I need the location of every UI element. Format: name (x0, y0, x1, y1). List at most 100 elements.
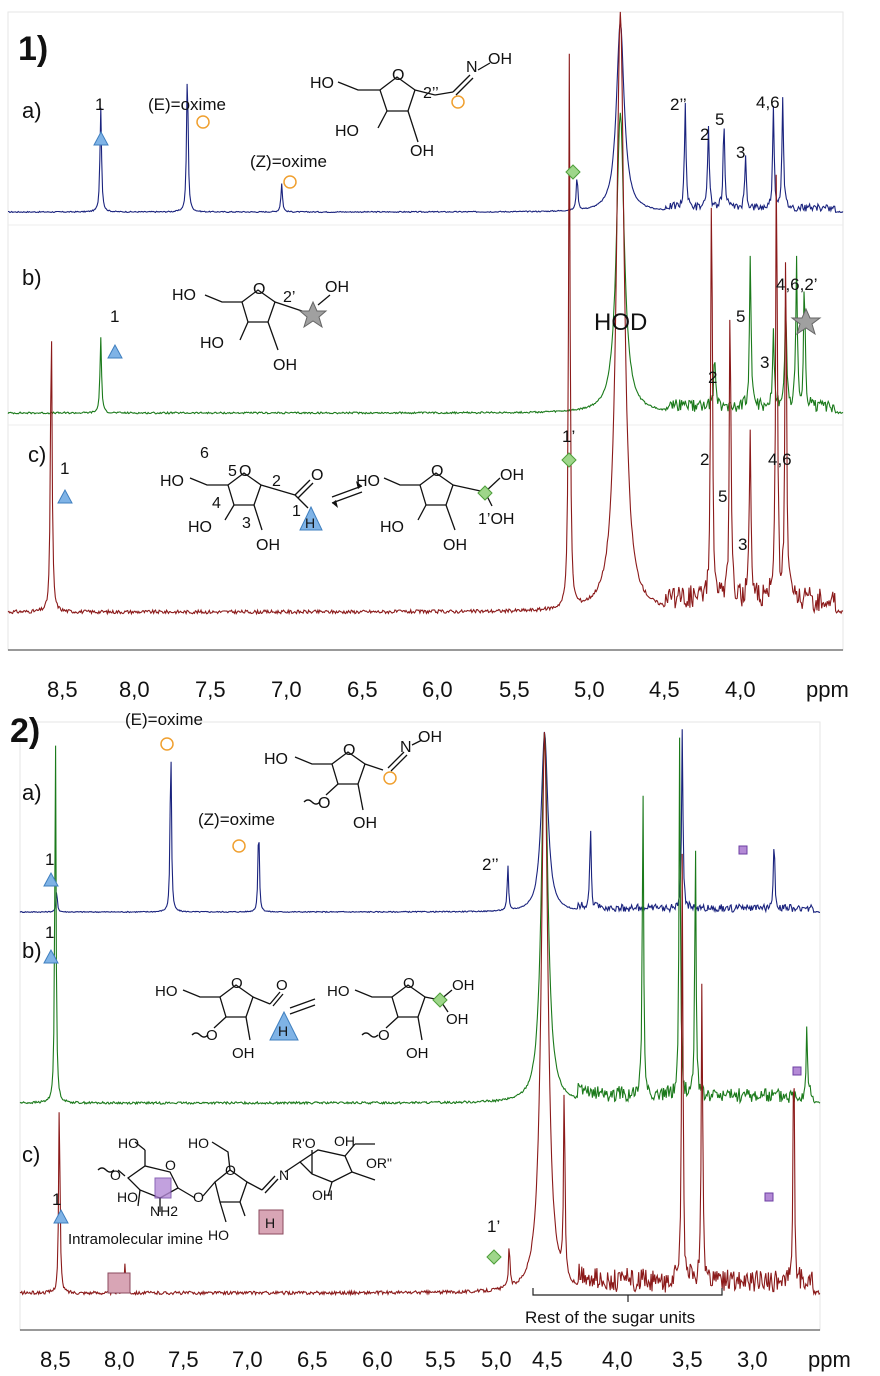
p1a-h5-label: 5 (715, 110, 724, 129)
axis-tick-label: 8,0 (104, 1347, 135, 1372)
spectrum-trace-1-a (8, 21, 844, 214)
p1c-h3-label: 3 (738, 535, 747, 554)
p2a-triangle-marker (43, 871, 59, 887)
axis-tick-label: 6,0 (422, 677, 453, 702)
p1a-trace-label: a) (22, 98, 42, 123)
axis-tick-label: 4,0 (725, 677, 756, 702)
p1c-struct-num4: 4 (212, 495, 221, 512)
p1c-struct-oh1: OH (256, 537, 280, 554)
panel2-label: 2) (10, 712, 40, 750)
p1c-struct-num3: 3 (242, 515, 251, 532)
p2a-struct-o: O (343, 742, 355, 759)
p2a-z-oxime-label: (Z)=oxime (198, 810, 275, 829)
axis-tick-label: 8,0 (119, 677, 150, 702)
p2b-struct-o2: O (276, 977, 288, 994)
p1c-struct-num6: 6 (200, 445, 209, 462)
p1a-diamond-marker (565, 164, 581, 180)
p1c-h1p-label: 1’ (562, 427, 575, 446)
panel1-label: 1) (18, 30, 48, 68)
p2a-trace-label: a) (22, 780, 42, 805)
p2c-struct-oh1: OH (334, 1133, 355, 1149)
p1c-struct-o1: O (239, 463, 251, 480)
p2b-struct-o1: O (231, 975, 243, 992)
rest-of-sugar-label: Rest of the sugar units (525, 1308, 695, 1327)
p2b-struct-oh4: OH (406, 1045, 429, 1062)
axis-tick-label: 7,0 (271, 677, 302, 702)
p1b-h5-label: 5 (736, 307, 745, 326)
p1a-struct-oh2: OH (410, 143, 434, 160)
p1c-struct-o2: O (311, 467, 323, 484)
intramolecular-label-line1: Intramolecular imine (68, 1231, 203, 1248)
axis-tick-label: 4,0 (602, 1347, 633, 1372)
spectrum-trace-1-b (7, 112, 844, 415)
p2b-peak1-label: 1 (45, 923, 54, 942)
axis-tick-label: 6,5 (297, 1347, 328, 1372)
p1c-struct-num1: 1 (292, 503, 301, 520)
p1c-struct-arrow-head-1 (356, 481, 362, 489)
p1c-struct-h: H (305, 515, 315, 531)
p2a-struct-oxime-marker (383, 771, 397, 785)
panel2-traces (19, 729, 821, 1297)
axis-tick-label: 5,5 (499, 677, 530, 702)
p1c-struct-o3: O (431, 463, 443, 480)
p2a-z-oxime-marker (232, 839, 246, 853)
p2a-e-oxime-label: (E)=oxime (125, 710, 203, 729)
p2c-struct-h: H (265, 1215, 275, 1231)
p2c-struct-h-marker (258, 1209, 284, 1235)
p2c-struct-ho4: HO (208, 1227, 229, 1243)
p1b-structure-hemiacetal (204, 289, 331, 351)
axis-tick-label: 8,5 (40, 1347, 71, 1372)
p1b-peak1-label: 1 (110, 307, 119, 326)
panel1-frame (7, 11, 844, 651)
p1c-struct-num2: 2 (272, 473, 281, 490)
p2a-square-marker (738, 845, 748, 855)
panel2-axis-unit: ppm (808, 1347, 851, 1372)
p2a-struct-oh2: OH (353, 815, 377, 832)
p2b-struct-h-triangle (269, 1010, 299, 1041)
p2c-trace-label: c) (22, 1142, 40, 1167)
p1b-struct-star-marker (298, 300, 328, 329)
p1c-struct-diamond (477, 485, 493, 501)
p1c-struct-ho3: HO (356, 473, 380, 490)
p1a-h46-label: 4,6 (756, 93, 780, 112)
p2b-struct-ho1: HO (155, 983, 178, 1000)
p2b-structure-aldehyde (182, 984, 453, 1041)
p2a-peak1-label: 1 (45, 850, 54, 869)
spectrum-trace-2-a (19, 729, 821, 914)
p2c-h1p-label: 1’ (487, 1217, 500, 1236)
p1a-z-oxime-label: (Z)=oxime (250, 152, 327, 171)
p1c-triangle-marker (57, 488, 73, 504)
p1c-struct-ho1: HO (160, 473, 184, 490)
p1c-struct-ho2: HO (188, 519, 212, 536)
p2c-structure-imine (97, 1141, 376, 1223)
p1a-struct-o: O (392, 67, 404, 84)
p2a-struct-ho: HO (264, 751, 288, 768)
p1c-peak1-label: 1 (60, 459, 69, 478)
p1c-h46-label: 4,6 (768, 450, 792, 469)
axis-tick-label: 8,5 (47, 677, 78, 702)
p2c-struct-o4: O (225, 1162, 236, 1178)
p2c-square-marker (764, 1192, 774, 1202)
p1c-diamond-marker (561, 452, 577, 468)
p2a-e-oxime-marker (160, 737, 174, 751)
p1b-struct-o: O (253, 281, 265, 298)
axis-tick-label: 3,0 (737, 1347, 768, 1372)
p1b-struct-2p: 2’ (283, 289, 295, 306)
p2c-struct-o2: O (165, 1157, 176, 1173)
axis-tick-label: 7,0 (232, 1347, 263, 1372)
p1a-struct-oxime-marker (451, 95, 465, 109)
p2b-struct-oh1: OH (232, 1045, 255, 1062)
spectrum-trace-2-b (19, 732, 821, 1106)
p1c-struct-h-triangle (299, 505, 323, 531)
panel2-axis-ticks: 8,5 8,0 7,5 7,0 6,5 6,0 5,5 5,0 4,5 4,0 3,5 3,0 (40, 1347, 768, 1372)
p1b-h462-label: 4,6,2’ (776, 275, 818, 294)
p2c-diamond-marker (486, 1249, 502, 1265)
p1a-triangle-marker (93, 130, 109, 146)
panel1-axis-unit: ppm (806, 677, 849, 702)
p2b-trace-label: b) (22, 938, 42, 963)
p2b-struct-h: H (278, 1023, 288, 1039)
p1a-struct-n: N (466, 59, 478, 76)
p2b-struct-ho2: HO (327, 983, 350, 1000)
p1b-struct-oh2: OH (273, 357, 297, 374)
p2b-struct-o4: O (403, 975, 415, 992)
